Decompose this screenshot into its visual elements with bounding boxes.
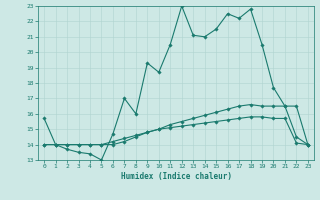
- X-axis label: Humidex (Indice chaleur): Humidex (Indice chaleur): [121, 172, 231, 181]
